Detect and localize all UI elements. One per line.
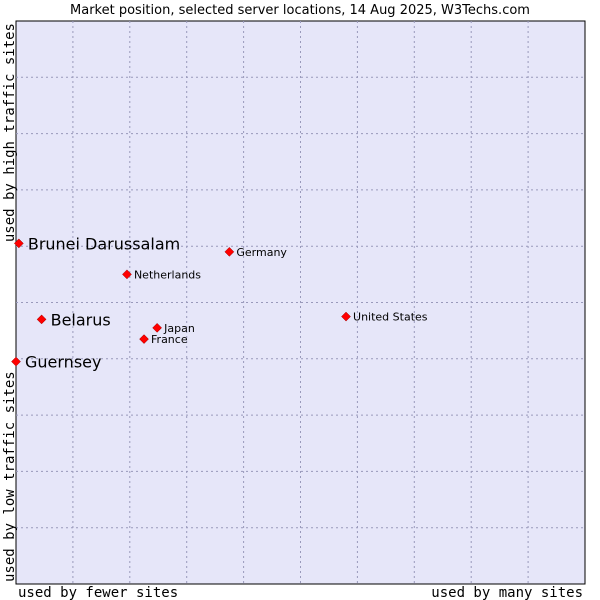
data-point-united-states bbox=[341, 311, 351, 322]
data-point-guernsey bbox=[11, 356, 21, 367]
data-label-netherlands: Netherlands bbox=[134, 268, 201, 281]
data-label-guernsey: Guernsey bbox=[25, 353, 101, 372]
data-point-france bbox=[139, 334, 149, 344]
data-point-germany bbox=[224, 246, 235, 257]
grid-lines bbox=[16, 21, 585, 584]
data-label-japan: Japan bbox=[163, 322, 195, 335]
data-point-netherlands bbox=[122, 269, 132, 280]
data-label-brunei-darussalam: Brunei Darussalam bbox=[28, 234, 180, 253]
data-point-japan bbox=[152, 322, 162, 333]
data-point-brunei-darussalam bbox=[13, 238, 24, 249]
data-point-belarus bbox=[36, 314, 47, 325]
x-axis-label-left: used by fewer sites bbox=[18, 585, 178, 600]
data-label-belarus: Belarus bbox=[51, 310, 111, 329]
y-axis-label-bottom: used by low traffic sites bbox=[2, 371, 18, 582]
data-label-france: France bbox=[151, 333, 188, 346]
data-points: Brunei Darussalam Belarus Guernsey Netherla… bbox=[11, 234, 428, 372]
data-label-united-states: United States bbox=[353, 311, 428, 324]
data-label-germany: Germany bbox=[236, 246, 287, 259]
x-axis-label-right: used by many sites bbox=[431, 585, 583, 600]
y-axis-label-top: used by high traffic sites bbox=[2, 23, 18, 242]
chart-title: Market position, selected server locatio… bbox=[70, 3, 530, 18]
